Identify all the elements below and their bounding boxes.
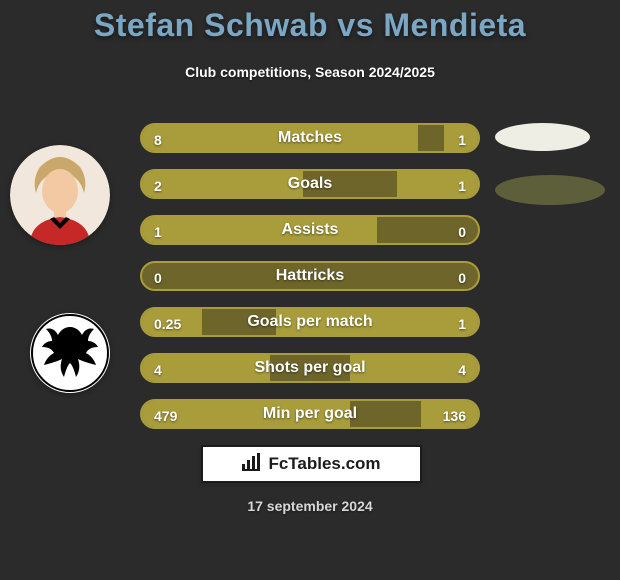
player1-avatar-svg	[10, 145, 110, 245]
stat-value-left: 0	[154, 263, 162, 291]
player1-club-badge	[30, 313, 110, 393]
player2-club-placeholder	[495, 175, 605, 205]
stat-value-right: 4	[458, 355, 466, 383]
headline: Stefan Schwab vs Mendieta	[0, 7, 620, 44]
generated-date: 17 september 2024	[0, 498, 620, 514]
stat-value-left: 479	[154, 401, 177, 429]
player2-name: Mendieta	[383, 7, 526, 43]
stat-label: Matches	[278, 129, 342, 147]
stat-label: Min per goal	[263, 405, 357, 423]
stat-label: Goals per match	[247, 313, 372, 331]
stat-fill-left	[142, 217, 377, 243]
stat-label: Shots per goal	[254, 359, 365, 377]
stat-row: Goals per match 0.25 1	[140, 307, 480, 337]
stat-row: Assists 1 0	[140, 215, 480, 245]
stat-label: Hattricks	[276, 267, 344, 285]
stat-fill-left	[142, 171, 303, 197]
stat-value-left: 2	[154, 171, 162, 199]
stat-value-right: 0	[458, 217, 466, 245]
bar-chart-icon	[242, 453, 262, 476]
paok-crest-icon	[30, 313, 110, 393]
vs-text: vs	[337, 7, 374, 43]
stat-value-left: 0.25	[154, 309, 181, 337]
stat-row: Hattricks 0 0	[140, 261, 480, 291]
player1-avatar	[10, 145, 110, 245]
subtitle: Club competitions, Season 2024/2025	[0, 64, 620, 80]
stat-row: Shots per goal 4 4	[140, 353, 480, 383]
stat-label: Goals	[288, 175, 332, 193]
stat-value-left: 8	[154, 125, 162, 153]
player2-avatar-placeholder	[495, 123, 590, 151]
fctables-watermark[interactable]: FcTables.com	[201, 445, 422, 483]
stat-value-right: 136	[443, 401, 466, 429]
watermark-text: FcTables.com	[268, 454, 380, 474]
stat-row: Min per goal 479 136	[140, 399, 480, 429]
comparison-card: Stefan Schwab vs Mendieta Club competiti…	[0, 0, 620, 580]
stat-label: Assists	[282, 221, 339, 239]
stat-value-left: 1	[154, 217, 162, 245]
stat-row: Goals 2 1	[140, 169, 480, 199]
stat-value-right: 0	[458, 263, 466, 291]
stat-value-left: 4	[154, 355, 162, 383]
player1-name: Stefan Schwab	[94, 7, 328, 43]
stat-value-right: 1	[458, 171, 466, 199]
stat-value-right: 1	[458, 125, 466, 153]
stat-row: Matches 8 1	[140, 123, 480, 153]
stat-value-right: 1	[458, 309, 466, 337]
